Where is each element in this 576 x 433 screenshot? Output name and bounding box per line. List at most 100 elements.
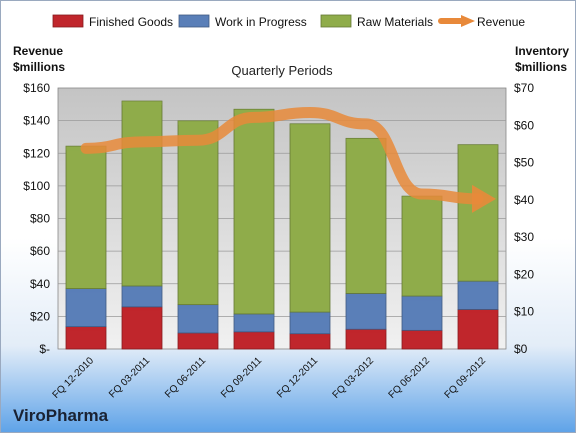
bar-rect [401,295,443,331]
bar-rect [233,108,275,315]
left-tick-label: $120 [23,146,50,160]
bar-segment [121,285,163,308]
right-tick-label: $30 [514,230,534,244]
bar-segment [289,311,331,335]
legend-arrowhead [461,15,475,27]
bar-cap [178,332,218,337]
left-tick-label: $60 [30,244,50,258]
bar-cap [458,281,498,286]
x-tick-label: FQ 12-2010 [51,355,97,401]
bar-segment [177,304,219,334]
bar-rect [457,144,499,282]
bar-rect [457,280,499,310]
bar-cap [122,306,162,311]
legend-label: Finished Goods [89,15,173,29]
bar-rect [177,304,219,334]
bar-segment [65,326,107,350]
bar-cap [346,138,386,143]
bar-segment [457,280,499,310]
bar-segment [345,137,387,294]
bar-segment [457,309,499,350]
bar-segment [233,313,275,333]
bar-cap [66,326,106,331]
bar-segment [121,306,163,350]
bar-rect [345,293,387,330]
x-tick-label: FQ 09-2012 [443,355,489,401]
legend-item: Finished Goods [52,14,173,29]
bar-segment [65,288,107,328]
x-tick-label: FQ 12-2011 [275,355,320,400]
bar-cap [346,293,386,298]
bar-segment [65,145,107,289]
chart-subtitle: Quarterly Periods [231,63,333,78]
left-axis-title-line2: $millions [13,60,65,74]
revenue-line-layer [80,106,496,213]
right-tick-label: $70 [514,81,534,95]
x-tick-label: FQ 06-2011 [163,355,208,400]
bar-segment [345,293,387,330]
legend-item: Revenue [438,15,525,29]
left-tick-label: $40 [30,277,50,291]
legend-item: Work in Progress [178,14,307,29]
bar-cap [66,288,106,293]
right-tick-label: $20 [514,267,534,281]
company-name: ViroPharma [13,406,109,425]
left-tick-label: $80 [30,212,50,226]
bar-cap [346,329,386,334]
bar-segment [457,144,499,282]
bar-cap [122,285,162,290]
revenue-arrowhead [472,184,496,213]
right-tick-label: $10 [514,305,534,319]
bar-cap [290,312,330,317]
right-tick-label: $50 [514,156,534,170]
bar-cap [290,333,330,338]
legend-swatch [320,14,352,28]
bar-rect [65,145,107,289]
legend-label: Revenue [477,15,525,29]
legend-swatch [178,14,210,28]
legend-label: Raw Materials [357,15,433,29]
bar-rect [457,309,499,350]
bar-cap [178,304,218,309]
bar-rect [345,137,387,294]
bar-segment [177,120,219,306]
left-tick-label: $- [39,342,50,356]
right-tick-label: $40 [514,193,534,207]
bar-segment [177,332,219,350]
bar-rect [289,123,331,313]
bar-cap [178,120,218,125]
bar-segment [121,100,163,287]
x-tick-label: FQ 03-2012 [331,355,377,401]
legend-item: Raw Materials [320,14,433,29]
bar-rect [401,195,443,297]
x-tick-label: FQ 03-2011 [107,355,152,400]
bar-cap [234,313,274,318]
bars [65,100,499,350]
bar-cap [122,101,162,106]
bar-segment [289,123,331,313]
bar-cap [402,330,442,335]
legend-label: Work in Progress [215,15,307,29]
bar-segment [345,328,387,350]
bar-cap [458,144,498,149]
bar-cap [234,109,274,114]
left-tick-label: $100 [23,179,50,193]
bar-segment [233,108,275,315]
bar-segment [401,295,443,331]
right-axis-title-line2: $millions [515,60,567,74]
right-tick-label: $0 [514,342,528,356]
right-tick-label: $60 [514,118,534,132]
left-tick-label: $160 [23,81,50,95]
legend: Finished Goods Work in Progress Raw Materi… [52,14,525,29]
bar-rect [177,120,219,306]
left-axis-title-line1: Revenue [13,44,63,58]
bar-cap [290,123,330,128]
left-tick-label: $140 [23,114,50,128]
bar-rect [121,306,163,350]
legend-swatch [52,14,84,28]
bar-cap [402,296,442,301]
right-axis-title-line1: Inventory [515,44,569,58]
bar-rect [121,100,163,287]
